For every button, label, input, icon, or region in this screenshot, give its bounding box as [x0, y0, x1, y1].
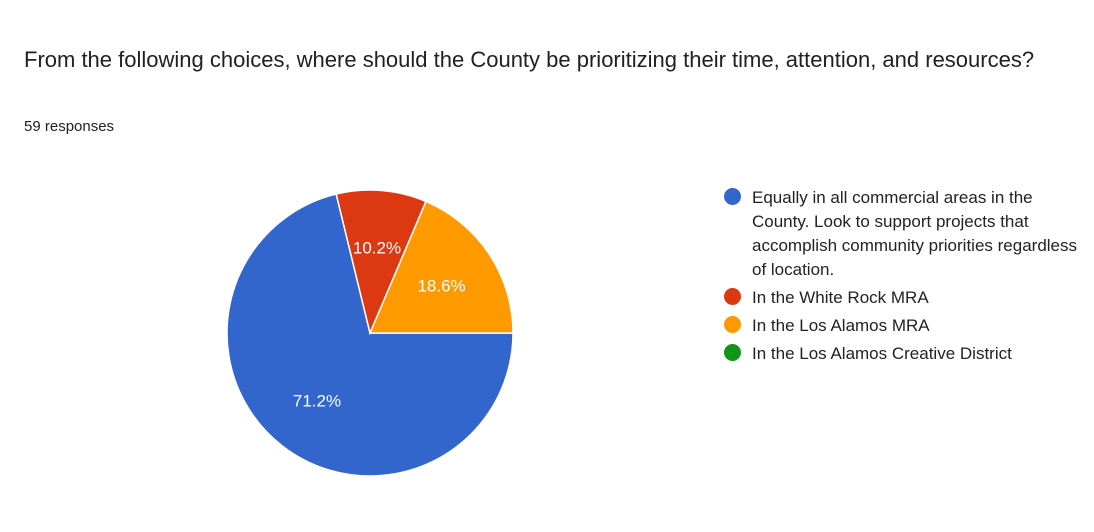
pie-slice[interactable]: [226, 193, 514, 477]
legend-item[interactable]: In the Los Alamos MRA: [724, 314, 1084, 338]
response-count: 59 responses: [24, 118, 115, 135]
legend-label: Equally in all commercial areas in the C…: [752, 188, 1078, 279]
slice-label: 10.2%: [353, 238, 401, 257]
legend-label: In the Los Alamos MRA: [752, 316, 930, 335]
legend-label: In the White Rock MRA: [752, 288, 929, 307]
question-title: From the following choices, where should…: [24, 47, 1035, 72]
slice-label: 71.2%: [293, 391, 341, 410]
legend-item[interactable]: In the Los Alamos Creative District: [724, 342, 1084, 366]
legend-swatch-icon: [724, 316, 741, 333]
legend: Equally in all commercial areas in the C…: [724, 186, 1084, 370]
slice-label: 18.6%: [417, 277, 465, 296]
pie-slice[interactable]: [335, 189, 427, 336]
legend-item[interactable]: In the White Rock MRA: [724, 286, 1084, 310]
legend-label: In the Los Alamos Creative District: [752, 344, 1012, 363]
pie-slice[interactable]: [368, 200, 514, 334]
legend-item[interactable]: Equally in all commercial areas in the C…: [724, 186, 1084, 282]
legend-swatch-icon: [724, 344, 741, 361]
legend-swatch-icon: [724, 288, 741, 305]
legend-swatch-icon: [724, 188, 741, 205]
